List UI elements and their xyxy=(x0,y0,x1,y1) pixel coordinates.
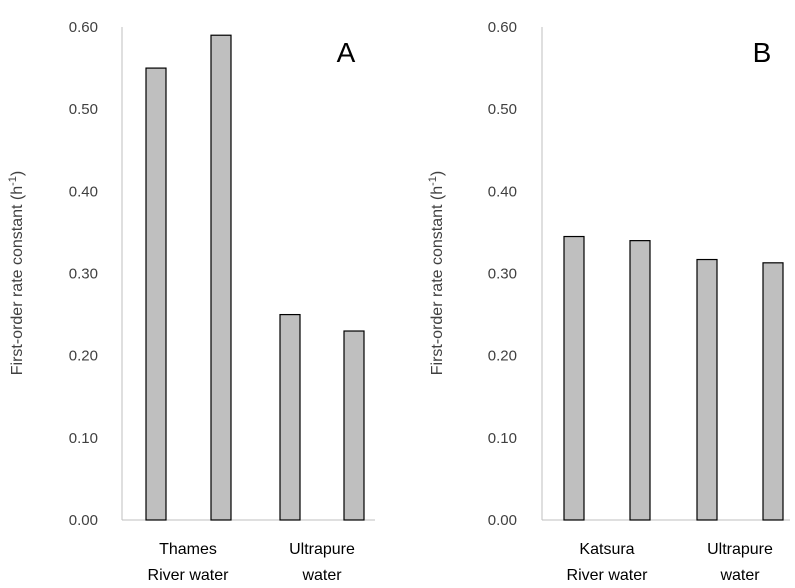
x-category-label: water xyxy=(301,567,342,584)
bar xyxy=(563,235,585,521)
x-category-label: Ultrapure xyxy=(289,541,355,558)
y-tick-label: 0.50 xyxy=(488,101,517,118)
y-tick-label: 0.20 xyxy=(488,348,517,365)
bar xyxy=(696,258,718,521)
y-tick-label: 0.20 xyxy=(69,348,98,365)
chart-panel-a: 0.00 0.10 0.20 0.30 0.40 0.50 0.60 Thames River … xyxy=(7,19,375,584)
x-category-label: Thames xyxy=(159,541,217,558)
bar xyxy=(210,34,232,521)
y-tick-label: 0.50 xyxy=(69,101,98,118)
y-tick-label: 0.40 xyxy=(69,183,98,200)
y-axis-title-text: First-order rate constant (h xyxy=(429,186,446,375)
y-tick-label: 0.60 xyxy=(488,19,517,36)
y-axis-title-text: First-order rate constant (h xyxy=(9,186,26,375)
y-axis-title: First-order rate constant (h-1) xyxy=(427,171,446,376)
y-tick-label: 0.30 xyxy=(488,266,517,283)
x-category-label: Katsura xyxy=(579,541,634,558)
x-category-label: Ultrapure xyxy=(707,541,773,558)
chart-panel-b: 0.00 0.10 0.20 0.30 0.40 0.50 0.60 Katsura River… xyxy=(427,19,790,584)
y-tick-label: 0.00 xyxy=(488,512,517,529)
bar xyxy=(762,262,784,521)
y-axis-title: First-order rate constant (h-1) xyxy=(7,171,26,376)
y-tick-label: 0.40 xyxy=(488,183,517,200)
y-tick-label: 0.00 xyxy=(69,512,98,529)
y-axis-title-close: ) xyxy=(429,171,446,176)
x-category-label: River water xyxy=(148,567,230,584)
y-tick-label: 0.10 xyxy=(69,430,98,447)
x-category-label: River water xyxy=(567,567,649,584)
y-tick-label: 0.30 xyxy=(69,266,98,283)
y-axis-title-close: ) xyxy=(9,171,26,176)
bar xyxy=(279,313,301,521)
y-axis-title-superscript: -1 xyxy=(427,176,439,186)
panel-letter: B xyxy=(753,37,772,68)
y-tick-label: 0.60 xyxy=(69,19,98,36)
x-category-label: water xyxy=(719,567,760,584)
bar xyxy=(145,67,167,521)
y-axis-title-superscript: -1 xyxy=(7,176,19,186)
bar xyxy=(343,330,365,521)
bar xyxy=(629,240,651,521)
panel-letter: A xyxy=(337,37,356,68)
y-tick-label: 0.10 xyxy=(488,430,517,447)
